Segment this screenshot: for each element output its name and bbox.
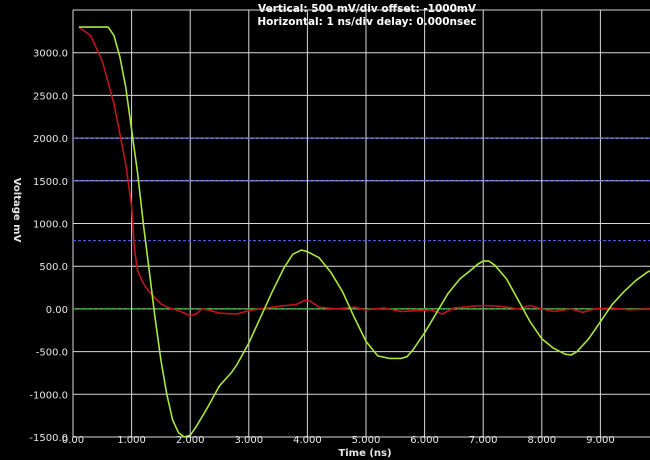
y-tick-label: 1000.0 [33,220,68,231]
y-tick-label: -1500.0 [29,433,68,444]
x-tick-label: 2.000 [176,435,205,446]
x-axis-label: Time (ns) [338,448,391,459]
x-tick-label: 4.000 [293,435,322,446]
x-tick-label: 3.000 [234,435,263,446]
y-tick-label: 2000.0 [33,134,68,145]
y-tick-label: 2500.0 [33,91,68,102]
y-axis-label: Voltage mV [11,178,22,243]
waveforms [78,26,650,438]
x-tick-label: 0.00 [62,435,84,446]
y-tick-label: 1500.0 [33,177,68,188]
x-tick-label: 9.000 [586,435,615,446]
y-tick-label: -1000.0 [29,390,68,401]
x-tick-label: 8.000 [527,435,556,446]
y-tick-label: -500.0 [36,348,68,359]
vertical-settings-label: Vertical: 500 mV/div offset: -1000mV [258,3,477,15]
y-tick-label: 500.0 [39,262,68,273]
horizontal-settings-label: Horizontal: 1 ns/div delay: 0.000nsec [257,16,476,28]
y-tick-label: 3000.0 [33,49,68,60]
series-line-1 [78,26,650,317]
y-tick-label: 0.00 [46,305,68,316]
x-axis-ticks: 0.00 1.000 2.000 3.000 4.000 5.000 6.000 7.000 8… [62,435,615,446]
y-axis-ticks: 3000.0 2500.0 2000.0 1500.0 1000.0 500.0 0.00 -… [29,49,68,444]
x-tick-label: 1.000 [117,435,146,446]
x-tick-label: 6.000 [410,435,439,446]
x-tick-label: 5.000 [352,435,381,446]
x-tick-label: 7.000 [469,435,498,446]
series-line-2 [78,26,650,438]
